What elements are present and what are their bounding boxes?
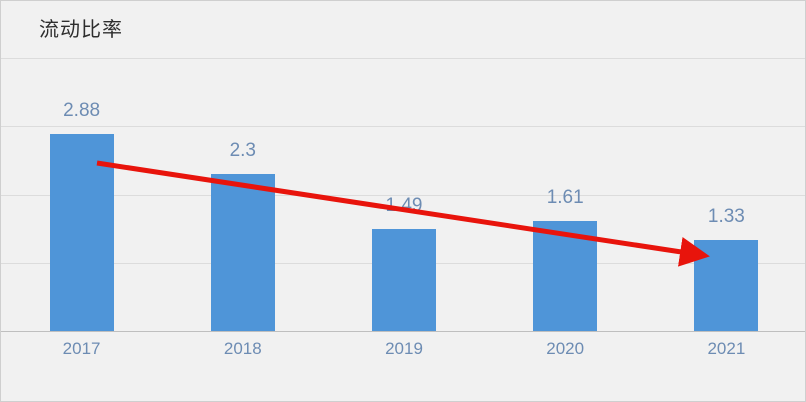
x-axis-line xyxy=(1,331,805,332)
x-axis-label: 2017 xyxy=(62,339,101,358)
gridline xyxy=(1,126,805,128)
x-axis-label: 2019 xyxy=(385,339,423,358)
bar-2017 xyxy=(49,134,114,331)
bar-2021 xyxy=(694,240,759,331)
x-axis-label: 2021 xyxy=(707,339,746,358)
bar-value-label: 2.88 xyxy=(63,100,101,122)
bar-value-label: 2.3 xyxy=(229,140,256,162)
bar-value-label: 1.61 xyxy=(546,187,584,209)
chart-title: 流动比率 xyxy=(39,19,123,41)
bar-2018 xyxy=(210,174,275,331)
x-axis-label: 2018 xyxy=(223,339,262,358)
gridline xyxy=(1,58,805,59)
bar-value-label: 1.49 xyxy=(385,195,423,217)
bar-2019 xyxy=(372,229,436,331)
bar-value-label: 1.33 xyxy=(707,206,745,228)
bar-2020 xyxy=(533,221,598,331)
x-axis-label: 2020 xyxy=(546,339,585,358)
